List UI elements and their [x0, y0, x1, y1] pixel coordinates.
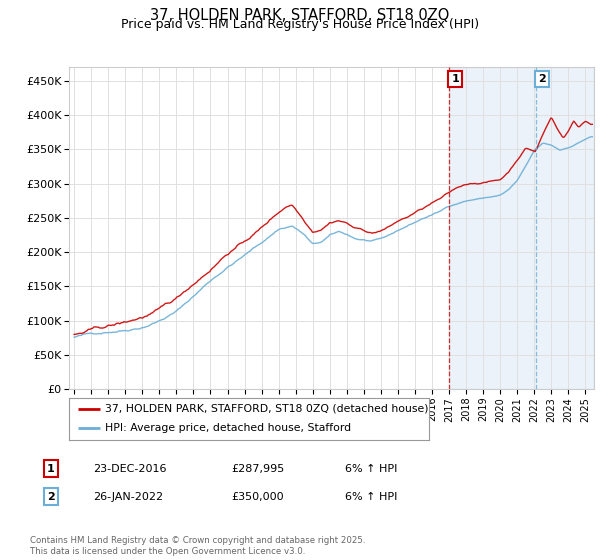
Text: 2: 2: [538, 74, 546, 84]
Text: £287,995: £287,995: [231, 464, 284, 474]
Text: 6% ↑ HPI: 6% ↑ HPI: [345, 464, 397, 474]
Text: 23-DEC-2016: 23-DEC-2016: [93, 464, 167, 474]
Text: 26-JAN-2022: 26-JAN-2022: [93, 492, 163, 502]
Text: 37, HOLDEN PARK, STAFFORD, ST18 0ZQ: 37, HOLDEN PARK, STAFFORD, ST18 0ZQ: [151, 8, 449, 24]
Text: 1: 1: [47, 464, 55, 474]
Text: 6% ↑ HPI: 6% ↑ HPI: [345, 492, 397, 502]
Text: Contains HM Land Registry data © Crown copyright and database right 2025.
This d: Contains HM Land Registry data © Crown c…: [30, 536, 365, 556]
Text: 37, HOLDEN PARK, STAFFORD, ST18 0ZQ (detached house): 37, HOLDEN PARK, STAFFORD, ST18 0ZQ (det…: [105, 404, 428, 414]
Text: 1: 1: [451, 74, 459, 84]
Bar: [449, 67, 594, 389]
Text: Price paid vs. HM Land Registry's House Price Index (HPI): Price paid vs. HM Land Registry's House …: [121, 18, 479, 31]
Text: £350,000: £350,000: [231, 492, 284, 502]
Text: HPI: Average price, detached house, Stafford: HPI: Average price, detached house, Staf…: [105, 423, 351, 433]
Text: 2: 2: [47, 492, 55, 502]
